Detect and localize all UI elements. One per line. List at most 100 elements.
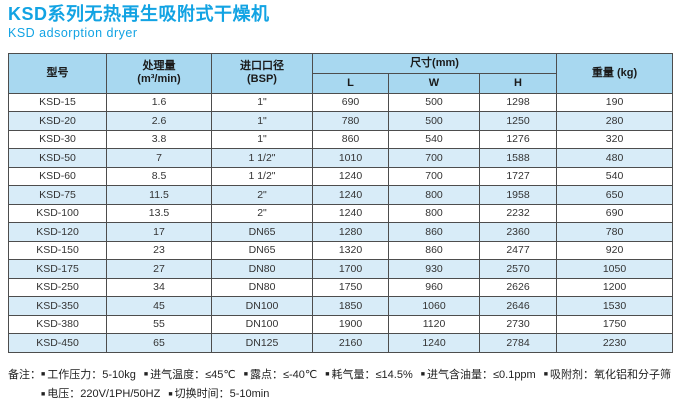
- cell-capacity: 23: [106, 240, 212, 261]
- cell-weight: 320: [556, 129, 674, 150]
- col-header-capacity-cn: 处理量: [142, 60, 176, 72]
- cell-weight: 540: [556, 166, 674, 187]
- table-row: KSD-75 11.5 2" 1240 800 1958 650: [8, 185, 674, 205]
- table-row: KSD-100 13.5 2" 1240 800 2232 690: [8, 203, 674, 224]
- cell-model: KSD-60: [8, 166, 107, 187]
- note-item: ■ 耗气量：≤14.5%: [325, 368, 413, 381]
- note-item: ■ 进气温度：≤45℃: [143, 368, 236, 381]
- bullet-square-icon: ■: [243, 371, 248, 379]
- cell-weight: 650: [556, 185, 674, 205]
- cell-inlet: 2": [211, 185, 313, 205]
- cell-w: 1240: [388, 333, 480, 353]
- table-row: KSD-20 2.6 1" 780 500 1250 280: [8, 111, 674, 131]
- cell-w: 500: [388, 111, 480, 131]
- cell-weight: 1200: [556, 277, 674, 298]
- cell-h: 1250: [478, 111, 558, 131]
- cell-w: 930: [388, 259, 480, 279]
- cell-l: 1240: [312, 166, 389, 187]
- cell-l: 1240: [312, 203, 389, 224]
- cell-weight: 1050: [556, 259, 674, 279]
- col-header-length: L: [312, 72, 389, 94]
- cell-model: KSD-250: [8, 277, 107, 298]
- notes-line-2: ■ 电压：220V/1PH/50HZ ■ 切换时间：5-10min: [41, 385, 679, 405]
- cell-model: KSD-50: [8, 148, 107, 168]
- col-header-capacity: 处理量 (m³/min): [106, 52, 212, 94]
- cell-capacity: 45: [106, 296, 212, 316]
- cell-l: 1240: [312, 185, 389, 205]
- cell-w: 700: [388, 166, 480, 187]
- cell-l: 1010: [312, 148, 389, 168]
- cell-h: 1958: [478, 185, 558, 205]
- table-row: KSD-15 1.6 1" 690 500 1298 190: [8, 92, 674, 113]
- cell-inlet: DN125: [211, 333, 313, 353]
- cell-capacity: 65: [106, 333, 212, 353]
- cell-l: 1850: [312, 296, 389, 316]
- cell-w: 800: [388, 203, 480, 224]
- cell-h: 2626: [478, 277, 558, 298]
- cell-weight: 920: [556, 240, 674, 261]
- col-header-height: H: [478, 72, 558, 94]
- cell-l: 2160: [312, 333, 389, 353]
- cell-weight: 1750: [556, 314, 674, 335]
- spec-table: 型号 处理量 (m³/min) 进口口径 (BSP) 尺寸(mm) 重量 (kg) …: [8, 52, 674, 353]
- table-row: KSD-250 34 DN80 1750 960 2626 1200: [8, 277, 674, 298]
- cell-model: KSD-30: [8, 129, 107, 150]
- cell-w: 1120: [388, 314, 480, 335]
- table-row: KSD-30 3.8 1" 860 540 1276 320: [8, 129, 674, 150]
- cell-capacity: 27: [106, 259, 212, 279]
- cell-w: 500: [388, 92, 480, 113]
- notes-label: 备注：: [8, 368, 41, 381]
- cell-w: 960: [388, 277, 480, 298]
- col-header-inlet-unit: (BSP): [247, 73, 277, 86]
- cell-l: 1280: [312, 222, 389, 242]
- cell-l: 1900: [312, 314, 389, 335]
- cell-model: KSD-100: [8, 203, 107, 224]
- bullet-square-icon: ■: [420, 371, 425, 379]
- cell-l: 780: [312, 111, 389, 131]
- cell-capacity: 8.5: [106, 166, 212, 187]
- cell-capacity: 55: [106, 314, 212, 335]
- col-header-inlet: 进口口径 (BSP): [211, 52, 313, 94]
- cell-h: 1298: [478, 92, 558, 113]
- cell-weight: 690: [556, 203, 674, 224]
- table-row: KSD-175 27 DN80 1700 930 2570 1050: [8, 259, 674, 279]
- cell-model: KSD-450: [8, 333, 107, 353]
- cell-inlet: 1": [211, 111, 313, 131]
- cell-w: 540: [388, 129, 480, 150]
- spec-table-header: 型号 处理量 (m³/min) 进口口径 (BSP) 尺寸(mm) 重量 (kg) …: [8, 52, 674, 94]
- bullet-square-icon: ■: [325, 371, 330, 379]
- cell-inlet: 1 1/2": [211, 166, 313, 187]
- cell-model: KSD-75: [8, 185, 107, 205]
- cell-w: 860: [388, 222, 480, 242]
- cell-capacity: 7: [106, 148, 212, 168]
- cell-model: KSD-175: [8, 259, 107, 279]
- cell-inlet: DN65: [211, 240, 313, 261]
- cell-capacity: 34: [106, 277, 212, 298]
- cell-capacity: 17: [106, 222, 212, 242]
- cell-l: 1320: [312, 240, 389, 261]
- cell-inlet: DN80: [211, 259, 313, 279]
- cell-inlet: 1": [211, 129, 313, 150]
- cell-l: 690: [312, 92, 389, 113]
- col-header-model: 型号: [8, 52, 107, 94]
- cell-w: 800: [388, 185, 480, 205]
- bullet-square-icon: ■: [41, 390, 46, 398]
- cell-model: KSD-15: [8, 92, 107, 113]
- page-subtitle: KSD adsorption dryer: [8, 25, 138, 40]
- cell-model: KSD-380: [8, 314, 107, 335]
- cell-capacity: 11.5: [106, 185, 212, 205]
- cell-capacity: 13.5: [106, 203, 212, 224]
- bullet-square-icon: ■: [168, 390, 173, 398]
- page-title: KSD系列无热再生吸附式干燥机: [8, 4, 270, 24]
- cell-weight: 480: [556, 148, 674, 168]
- cell-h: 2730: [478, 314, 558, 335]
- cell-inlet: 2": [211, 203, 313, 224]
- bullet-square-icon: ■: [543, 371, 548, 379]
- cell-w: 860: [388, 240, 480, 261]
- table-row: KSD-120 17 DN65 1280 860 2360 780: [8, 222, 674, 242]
- cell-inlet: DN100: [211, 296, 313, 316]
- cell-weight: 780: [556, 222, 674, 242]
- note-item: ■ 电压：220V/1PH/50HZ: [41, 388, 161, 401]
- cell-h: 1727: [478, 166, 558, 187]
- cell-h: 2570: [478, 259, 558, 279]
